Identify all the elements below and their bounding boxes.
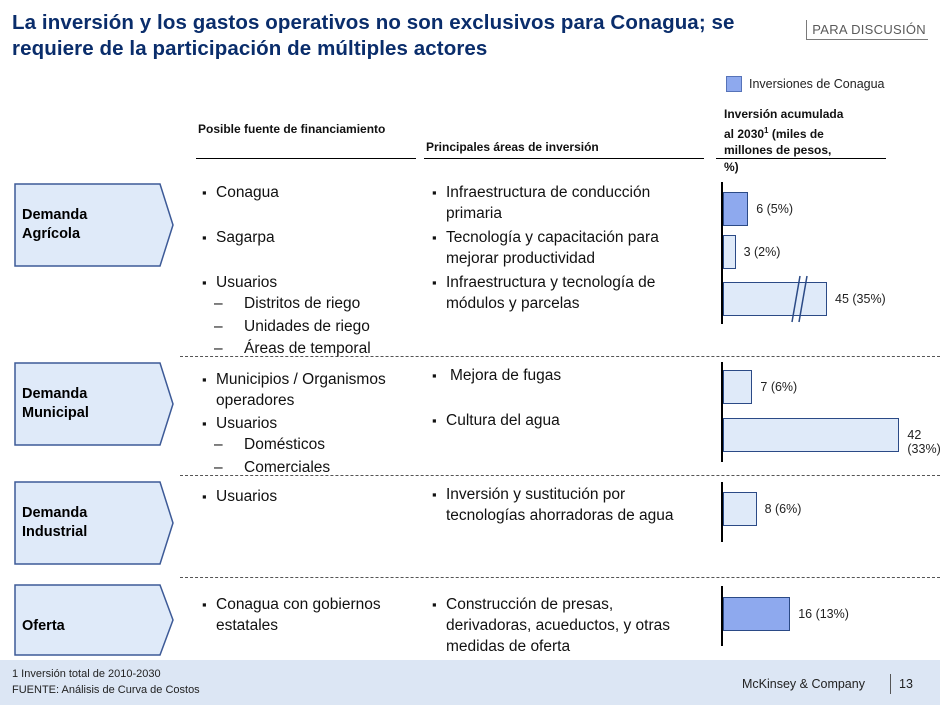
header-fuente: Posible fuente de financiamiento — [198, 122, 386, 136]
bar-value-label: 16 (13%) — [798, 607, 849, 621]
axis-break — [791, 275, 808, 323]
header-inversion-line2b: (miles de — [768, 126, 824, 141]
bar — [723, 192, 749, 226]
company-name: McKinsey & Company — [742, 677, 865, 691]
area-item: ▪ Infraestructura de conducción primaria — [432, 184, 651, 222]
header-inversion-line4: %) — [724, 159, 739, 174]
area-item: ▪ Infraestructura y tecnología de módulos… — [432, 274, 656, 312]
fuente-item: ▪ Usuarios — [202, 274, 278, 291]
discussion-tag: PARA DISCUSIÓN — [806, 20, 928, 40]
header-underline-areas — [424, 158, 704, 159]
area-item: ▪ Mejora de fugas — [432, 367, 562, 384]
row-label-demanda-municipal: Demanda Municipal — [14, 362, 174, 446]
row-divider — [180, 356, 940, 357]
row-label-demanda-agricola: Demanda Agrícola — [14, 183, 174, 267]
sub-fuente-item: – Áreas de temporal — [214, 340, 371, 357]
sub-fuente-item: – Domésticos — [214, 436, 325, 453]
fuente-item: ▪ Sagarpa — [202, 229, 275, 246]
area-item: ▪ Cultura del agua — [432, 412, 560, 429]
legend: Inversiones de Conagua — [726, 76, 885, 92]
row-divider — [180, 475, 940, 476]
chart-axis — [721, 182, 723, 324]
area-item: ▪ Construcción de presas, derivadoras, ac… — [432, 596, 671, 655]
row-divider — [180, 577, 940, 578]
header-inversion-line3: millones de pesos, — [724, 143, 832, 157]
bar-value-label: 42 (33%) — [907, 428, 940, 456]
header-inversion: Inversión acumulada al 20301 (miles de m… — [724, 106, 894, 175]
header-underline-fuente — [196, 158, 416, 159]
sub-fuente-item: – Comerciales — [214, 459, 331, 476]
source-note: FUENTE: Análisis de Curva de Costos — [12, 684, 200, 696]
area-item: ▪ Inversión y sustitución por tecnologías… — [432, 486, 674, 524]
page-number: 13 — [899, 677, 913, 691]
bar — [723, 597, 791, 631]
bar — [723, 235, 736, 269]
bar-value-label: 3 (2%) — [743, 245, 781, 259]
chart-axis — [721, 586, 723, 646]
legend-label: Inversiones de Conagua — [749, 77, 885, 91]
header-areas: Principales áreas de inversión — [426, 140, 599, 154]
area-item: ▪ Tecnología y capacitación para mejorar … — [432, 229, 659, 267]
header-inversion-footnote-mark: 1 — [764, 125, 769, 135]
row-label-demanda-industrial: Demanda Industrial — [14, 481, 174, 565]
sub-fuente-item: – Unidades de riego — [214, 318, 370, 335]
bar-value-label: 6 (5%) — [756, 202, 794, 216]
bar — [723, 370, 753, 404]
footnote: 1 Inversión total de 2010-2030 — [12, 668, 161, 680]
chart-axis — [721, 482, 723, 542]
bar — [723, 418, 900, 452]
header-inversion-line2: al 2030 — [724, 126, 765, 141]
bar — [723, 282, 827, 316]
sub-fuente-item: – Distritos de riego — [214, 295, 361, 312]
header-underline-inversion — [716, 158, 886, 159]
bar — [723, 492, 757, 526]
fuente-item: ▪ Usuarios — [202, 488, 278, 505]
bar-value-label: 8 (6%) — [764, 502, 802, 516]
legend-swatch — [726, 76, 742, 92]
bar-value-label: 7 (6%) — [760, 380, 798, 394]
fuente-item: ▪ Usuarios — [202, 415, 278, 432]
chart-axis — [721, 362, 723, 462]
page-title: La inversión y los gastos operativos no … — [12, 11, 735, 60]
fuente-item: ▪ Conagua — [202, 184, 279, 201]
bar-value-label: 45 (35%) — [835, 292, 886, 306]
header-inversion-line1: Inversión acumulada — [724, 107, 844, 121]
fuente-item: ▪ Municipios / Organismos operadores — [202, 371, 386, 409]
footer — [0, 660, 940, 705]
fuente-item: ▪ Conagua con gobiernos estatales — [202, 596, 381, 634]
row-label-oferta: Oferta — [14, 584, 174, 668]
page-separator — [890, 674, 891, 694]
